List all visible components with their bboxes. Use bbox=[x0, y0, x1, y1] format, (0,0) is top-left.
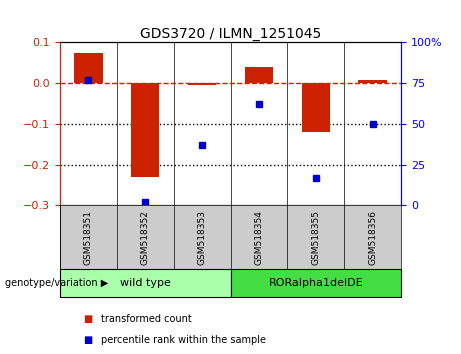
Bar bbox=[74, 53, 102, 83]
Text: RORalpha1delDE: RORalpha1delDE bbox=[268, 278, 363, 288]
Bar bbox=[60, 269, 230, 297]
Text: GSM518354: GSM518354 bbox=[254, 210, 263, 265]
Text: GSM518355: GSM518355 bbox=[311, 210, 320, 265]
Text: ■: ■ bbox=[83, 314, 92, 324]
Title: GDS3720 / ILMN_1251045: GDS3720 / ILMN_1251045 bbox=[140, 28, 321, 41]
Bar bbox=[188, 83, 216, 85]
Bar bbox=[301, 83, 330, 132]
Text: GSM518351: GSM518351 bbox=[84, 210, 93, 265]
Bar bbox=[358, 80, 387, 83]
Text: ■: ■ bbox=[83, 335, 92, 345]
Bar bbox=[245, 67, 273, 83]
Text: transformed count: transformed count bbox=[101, 314, 192, 324]
Text: GSM518353: GSM518353 bbox=[198, 210, 207, 265]
Bar bbox=[230, 269, 401, 297]
Text: GSM518356: GSM518356 bbox=[368, 210, 377, 265]
Text: percentile rank within the sample: percentile rank within the sample bbox=[101, 335, 266, 345]
Bar bbox=[131, 83, 160, 177]
Text: GSM518352: GSM518352 bbox=[141, 210, 150, 265]
Text: genotype/variation ▶: genotype/variation ▶ bbox=[5, 278, 108, 288]
Text: wild type: wild type bbox=[120, 278, 171, 288]
